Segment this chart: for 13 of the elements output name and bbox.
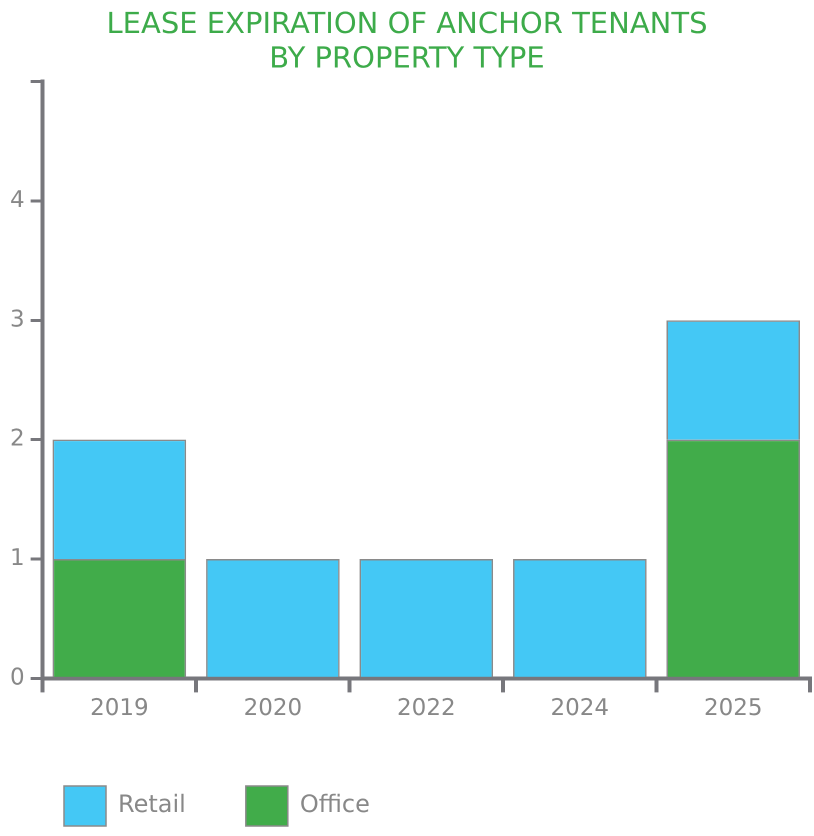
legend-label: Office — [300, 790, 370, 818]
y-tick-label: 2 — [10, 426, 25, 452]
x-tick-label: 2022 — [397, 695, 456, 722]
y-tick-label: 3 — [10, 306, 25, 332]
x-tick-label: 2020 — [244, 695, 302, 722]
x-tick-label: 2019 — [90, 695, 149, 722]
chart-title: LEASE EXPIRATION OF ANCHOR TENANTS BY PROPERTY TYPE — [106, 6, 708, 75]
y-tick-label: 0 — [10, 664, 25, 690]
legend-label: Retail — [118, 790, 186, 818]
y-tick-label: 1 — [10, 545, 25, 572]
x-tick-label: 2025 — [704, 695, 763, 722]
y-tick-label: 4 — [10, 186, 25, 213]
x-tick-label: 2024 — [550, 695, 610, 722]
